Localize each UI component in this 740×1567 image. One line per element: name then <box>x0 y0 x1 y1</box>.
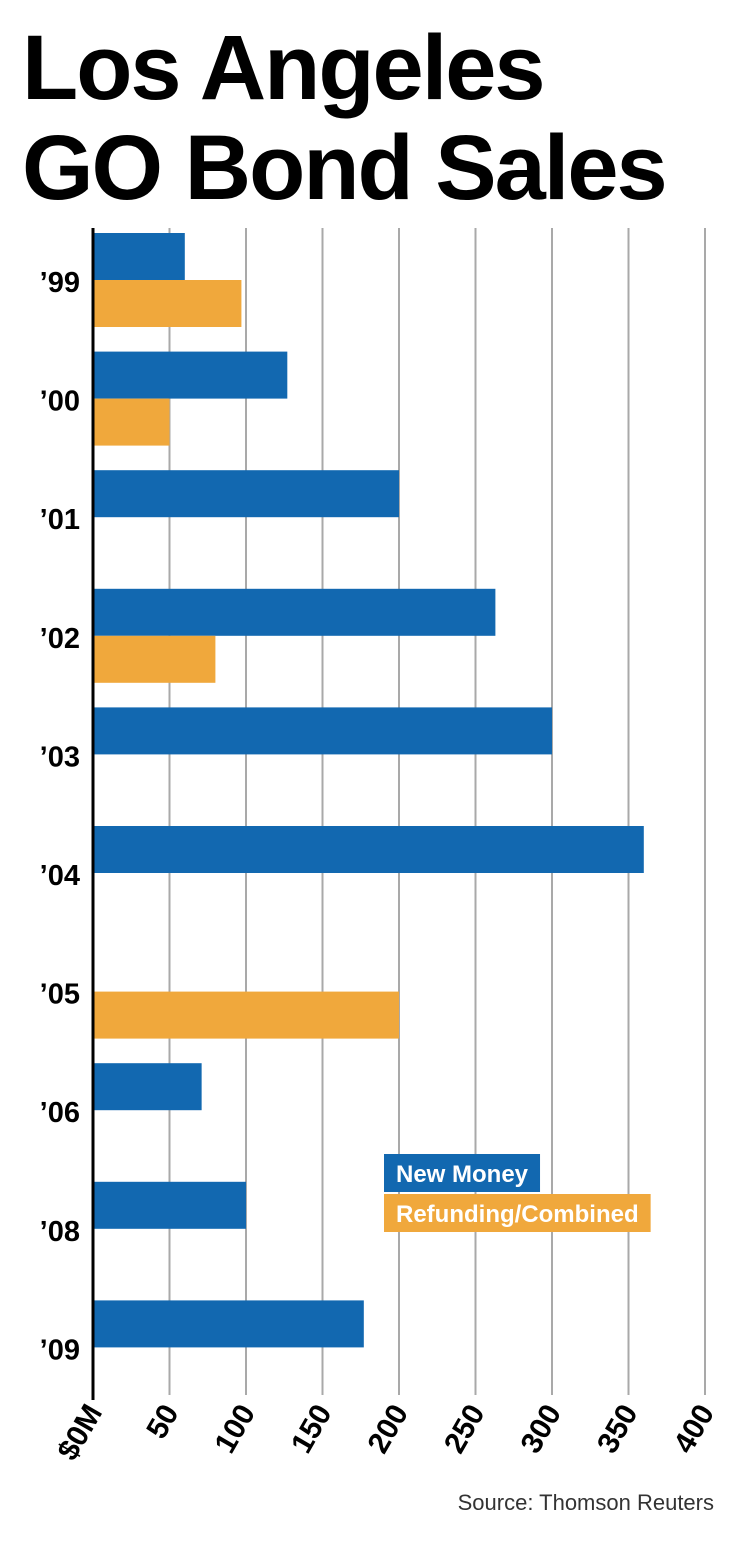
bar-new-money-3 <box>93 588 496 636</box>
bar-new-money-1 <box>93 351 288 399</box>
category-label-3: ’02 <box>40 623 80 655</box>
x-tick-label-8: 400 <box>667 1399 721 1459</box>
legend-label-1: Refunding/Combined <box>396 1201 639 1228</box>
legend: New Money Refunding/Combined <box>384 1154 651 1232</box>
x-tick-label-1: 50 <box>140 1399 185 1444</box>
x-tick-label-3: 150 <box>285 1399 339 1459</box>
source-note: Source: Thomson Reuters <box>457 1490 714 1515</box>
bar-new-money-0 <box>93 233 185 280</box>
legend-label-0: New Money <box>396 1161 529 1188</box>
bar-refunding-6 <box>93 991 399 1039</box>
bars <box>93 233 644 1348</box>
category-label-5: ’04 <box>40 860 80 892</box>
bar-new-money-2 <box>93 470 399 518</box>
x-tick-label-0: $0M <box>51 1399 109 1466</box>
bar-refunding-0 <box>93 280 242 327</box>
x-tick-label-7: 350 <box>591 1399 645 1459</box>
bar-refunding-3 <box>93 635 216 683</box>
x-tick-label-2: 100 <box>208 1399 262 1459</box>
legend-swatch-1 <box>384 1194 651 1232</box>
category-label-0: ’99 <box>40 267 80 299</box>
category-label-7: ’06 <box>40 1097 80 1129</box>
x-tick-label-4: 200 <box>361 1399 415 1459</box>
category-label-2: ’01 <box>40 504 80 536</box>
legend-swatch-0 <box>384 1154 541 1192</box>
bar-refunding-1 <box>93 398 170 446</box>
chart-title: Los Angeles GO Bond Sales <box>22 17 668 219</box>
category-label-1: ’00 <box>40 386 80 418</box>
chart-title-line-2: GO Bond Sales <box>22 117 668 219</box>
category-label-8: ’08 <box>40 1216 80 1248</box>
category-label-4: ’03 <box>40 741 80 773</box>
category-labels: ’99 ’00 ’01 ’02 ’03 ’04 ’05 ’06 ’08 ’09 <box>40 267 80 1366</box>
x-tick-labels: $0M 50 100 150 200 250 300 350 400 <box>51 1399 721 1466</box>
bar-new-money-7 <box>93 1063 202 1111</box>
x-tick-label-5: 250 <box>438 1399 492 1459</box>
bar-new-money-5 <box>93 826 644 873</box>
category-label-9: ’09 <box>40 1334 80 1366</box>
x-tick-label-6: 300 <box>514 1399 568 1459</box>
category-label-6: ’05 <box>40 979 80 1011</box>
chart-title-line-1: Los Angeles <box>22 17 546 119</box>
bar-new-money-4 <box>93 707 552 755</box>
bar-new-money-9 <box>93 1300 364 1348</box>
bar-new-money-8 <box>93 1181 246 1229</box>
